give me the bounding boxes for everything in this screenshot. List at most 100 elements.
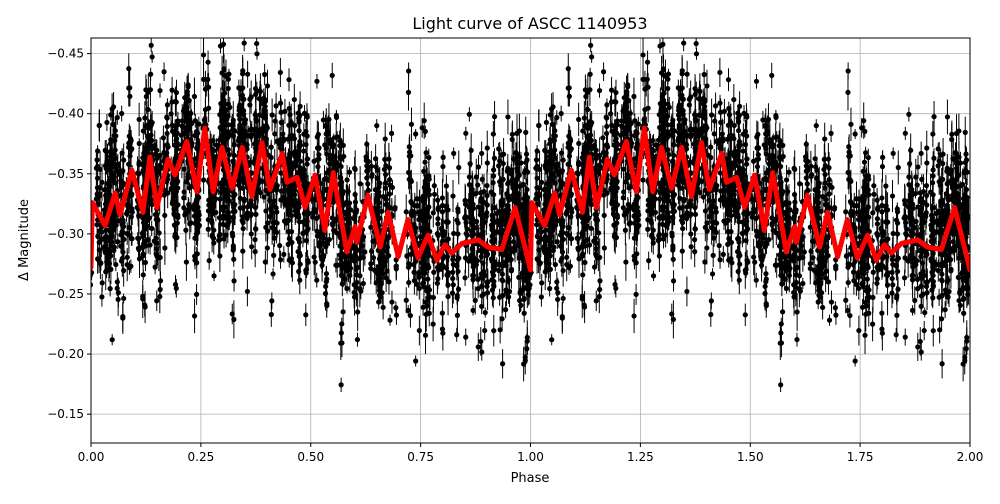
data-point bbox=[913, 191, 918, 196]
data-point bbox=[121, 296, 126, 301]
data-point bbox=[297, 278, 302, 283]
data-point bbox=[919, 151, 924, 156]
data-point bbox=[469, 148, 474, 153]
data-point bbox=[521, 297, 526, 302]
data-point bbox=[694, 51, 699, 56]
data-point bbox=[656, 233, 661, 238]
data-point bbox=[711, 253, 716, 258]
data-point bbox=[548, 112, 553, 117]
data-point bbox=[278, 101, 283, 106]
data-point bbox=[110, 337, 115, 342]
data-point bbox=[498, 327, 503, 332]
x-axis-label: Phase bbox=[511, 471, 550, 486]
data-point bbox=[265, 245, 270, 250]
data-point bbox=[221, 22, 226, 27]
data-point bbox=[201, 52, 206, 57]
data-point bbox=[845, 90, 850, 95]
data-point bbox=[339, 340, 344, 345]
data-point bbox=[561, 158, 566, 163]
data-point bbox=[784, 177, 789, 182]
data-point bbox=[535, 148, 540, 153]
data-point bbox=[423, 333, 428, 338]
data-point bbox=[121, 158, 126, 163]
data-point bbox=[717, 257, 722, 262]
data-point bbox=[853, 358, 858, 363]
data-point bbox=[717, 70, 722, 75]
data-point bbox=[361, 281, 366, 286]
data-point bbox=[297, 239, 302, 244]
data-point bbox=[737, 142, 742, 147]
data-point bbox=[930, 131, 935, 136]
data-point bbox=[871, 192, 876, 197]
data-point bbox=[173, 282, 178, 287]
data-point bbox=[737, 113, 742, 118]
data-point bbox=[915, 344, 920, 349]
data-point bbox=[919, 349, 924, 354]
data-point bbox=[120, 316, 125, 321]
data-point bbox=[737, 262, 742, 267]
data-point bbox=[270, 271, 275, 276]
data-point bbox=[406, 68, 411, 73]
data-point bbox=[217, 253, 222, 258]
data-point bbox=[108, 112, 113, 117]
data-point bbox=[800, 281, 805, 286]
data-point bbox=[303, 312, 308, 317]
data-point bbox=[699, 179, 704, 184]
data-point bbox=[717, 243, 722, 248]
data-point bbox=[640, 52, 645, 57]
data-point bbox=[938, 152, 943, 157]
data-point bbox=[287, 112, 292, 117]
data-point bbox=[762, 291, 767, 296]
data-point bbox=[612, 282, 617, 287]
data-point bbox=[561, 268, 566, 273]
data-point bbox=[621, 195, 626, 200]
data-point bbox=[846, 280, 851, 285]
data-point bbox=[473, 298, 478, 303]
data-point bbox=[304, 238, 309, 243]
data-point bbox=[660, 42, 665, 47]
data-point bbox=[631, 313, 636, 318]
data-point bbox=[827, 318, 832, 323]
data-point bbox=[423, 129, 428, 134]
data-point bbox=[631, 94, 636, 99]
data-point bbox=[476, 344, 481, 349]
data-point bbox=[413, 131, 418, 136]
data-point bbox=[657, 196, 662, 201]
data-point bbox=[413, 358, 418, 363]
data-point bbox=[862, 333, 867, 338]
data-point bbox=[863, 150, 868, 155]
data-point bbox=[445, 294, 450, 299]
data-point bbox=[560, 316, 565, 321]
data-point bbox=[661, 22, 666, 27]
data-point bbox=[931, 156, 936, 161]
data-point bbox=[613, 156, 618, 161]
data-point bbox=[615, 215, 620, 220]
data-point bbox=[115, 279, 120, 284]
data-point bbox=[162, 213, 167, 218]
data-point bbox=[754, 79, 759, 84]
data-point bbox=[184, 259, 189, 264]
data-point bbox=[908, 148, 913, 153]
data-point bbox=[726, 77, 731, 82]
data-point bbox=[173, 156, 178, 161]
data-point bbox=[333, 263, 338, 268]
data-point bbox=[116, 297, 121, 302]
data-point bbox=[763, 271, 768, 276]
data-point bbox=[961, 297, 966, 302]
data-point bbox=[773, 263, 778, 268]
data-point bbox=[884, 272, 889, 277]
data-point bbox=[567, 85, 572, 90]
data-point bbox=[408, 313, 413, 318]
data-point bbox=[426, 155, 431, 160]
data-point bbox=[823, 202, 828, 207]
data-point bbox=[588, 43, 593, 48]
data-point bbox=[505, 114, 510, 119]
data-point bbox=[492, 114, 497, 119]
data-point bbox=[409, 122, 414, 127]
data-point bbox=[743, 312, 748, 317]
data-point bbox=[940, 361, 945, 366]
data-point bbox=[657, 253, 662, 258]
data-point bbox=[744, 156, 749, 161]
data-point bbox=[305, 156, 310, 161]
data-point bbox=[555, 297, 560, 302]
